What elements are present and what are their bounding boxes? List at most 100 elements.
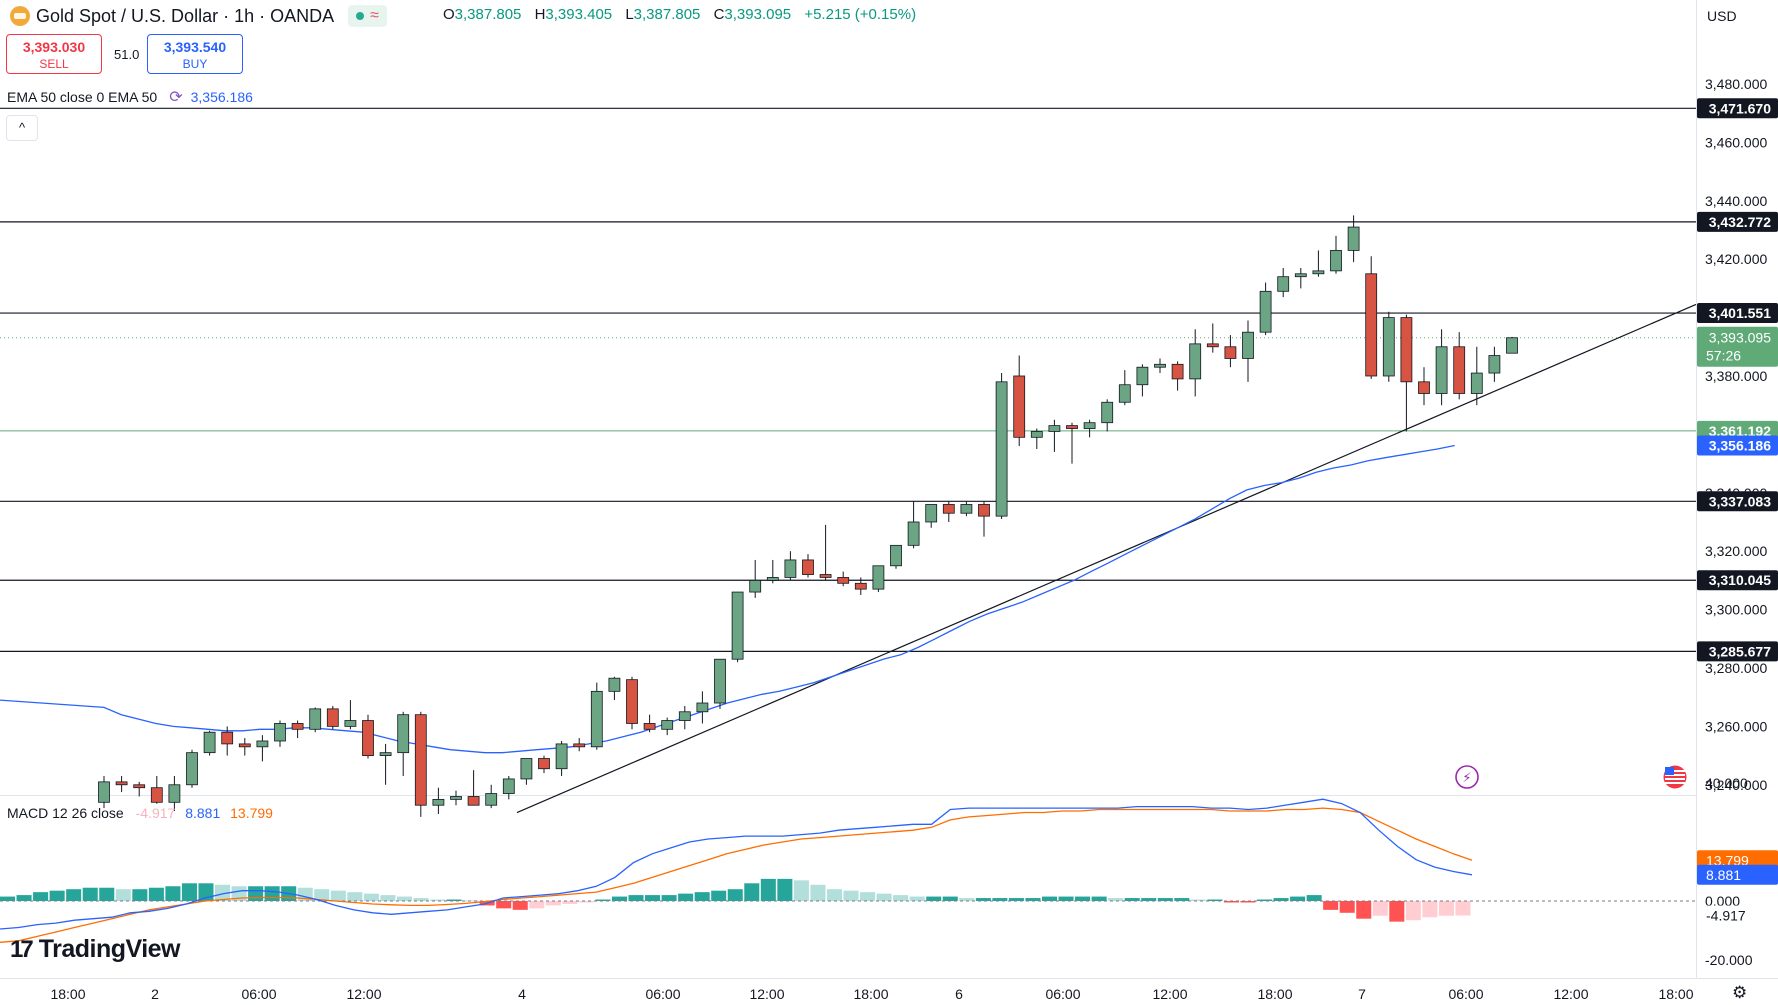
candle-body[interactable] [819,574,832,578]
candle-body[interactable] [1101,401,1114,424]
candle-body[interactable] [925,504,938,523]
candle-body[interactable] [502,778,515,794]
candle-body[interactable] [626,679,638,724]
candle-body[interactable] [1171,363,1184,380]
candle-body[interactable] [379,752,392,756]
candle-body[interactable] [749,579,762,593]
candle-body[interactable] [643,723,656,730]
candle-body[interactable] [1418,381,1430,394]
candle-body[interactable] [1453,346,1466,394]
candle-body[interactable] [1435,346,1448,394]
candle-body[interactable] [467,796,480,806]
sell-button[interactable]: 3,393.030 SELL [6,34,102,74]
candle-body[interactable] [608,677,621,692]
candle-body[interactable] [1506,337,1518,354]
candle-body[interactable] [573,743,586,748]
candle-body[interactable] [520,758,533,780]
macd-line[interactable] [0,798,1473,930]
candle-body[interactable] [1136,366,1149,386]
candle-body[interactable] [291,723,304,730]
candle-body[interactable] [1224,346,1237,359]
candle-body[interactable] [274,723,286,742]
candle-body[interactable] [186,752,198,786]
candle-body[interactable] [1347,226,1360,251]
candle-body[interactable] [890,544,902,567]
candle-body[interactable] [590,690,603,748]
candle-body[interactable] [678,711,691,721]
candle-body[interactable] [344,720,357,727]
candle-body[interactable] [450,796,462,800]
lightning-icon[interactable] [1455,765,1479,789]
symbol-name[interactable]: Gold Spot / U.S. Dollar [36,5,219,26]
candle-body[interactable] [854,582,867,590]
ema-line[interactable] [0,444,1455,754]
candle-body[interactable] [414,714,427,806]
candle-body[interactable] [115,781,128,786]
candle-body[interactable] [1330,250,1342,272]
candle-body[interactable] [1488,355,1501,374]
candle-body[interactable] [1154,363,1166,368]
ema-legend[interactable]: EMA 50 close 0 EMA 50 ⟳ 3,356.186 [7,87,253,107]
candle-body[interactable] [766,577,779,581]
candle-body[interactable] [731,591,744,660]
candle-body[interactable] [1470,372,1483,394]
candle-body[interactable] [1400,317,1413,383]
candle-body[interactable] [960,504,973,514]
candle-body[interactable] [1118,384,1131,403]
candle-body[interactable] [238,743,251,748]
candle-body[interactable] [1312,270,1325,275]
interval[interactable]: 1h [234,5,255,26]
tradingview-logo[interactable]: 17 TradingView [10,935,181,964]
macd-signal-line[interactable] [0,807,1473,943]
market-status-badge[interactable]: ≈ [348,5,387,27]
candle-body[interactable] [1242,331,1254,359]
candle-body[interactable] [133,784,146,789]
candle-body[interactable] [907,521,920,546]
candle-body[interactable] [1294,273,1307,278]
candle-body[interactable] [538,758,550,770]
candle-body[interactable] [256,740,269,748]
trendline[interactable] [516,303,1697,814]
candle-body[interactable] [696,702,709,713]
collapse-legend-button[interactable]: ^ [6,115,38,141]
candle-body[interactable] [485,793,498,806]
candle-body[interactable] [1382,317,1395,377]
candle-body[interactable] [1066,425,1078,429]
candle-body[interactable] [1206,343,1219,348]
macd-legend[interactable]: MACD 12 26 close -4.917 8.881 13.799 [7,805,273,821]
candle-body[interactable] [1189,343,1202,380]
candle-body[interactable] [978,504,990,517]
candle-body[interactable] [432,798,445,806]
candle-body[interactable] [362,720,374,756]
candle-body[interactable] [661,720,674,730]
buy-button[interactable]: 3,393.540 BUY [147,34,243,74]
settings-gear-icon[interactable]: ⚙ [1732,983,1748,1002]
candle-body[interactable] [837,577,850,584]
candle-body[interactable] [1030,431,1043,438]
candle-body[interactable] [802,559,814,575]
candle-body[interactable] [1013,375,1026,438]
candle-body[interactable] [1083,422,1096,429]
candle-body[interactable] [995,381,1008,517]
candle-body[interactable] [309,708,322,730]
candle-body[interactable] [1048,425,1061,432]
candle-body[interactable] [221,731,234,745]
candle-body[interactable] [872,565,885,590]
candle-body[interactable] [1277,276,1290,292]
candle-body[interactable] [942,504,955,514]
macd-hist-bar [1091,896,1107,901]
candle-body[interactable] [326,708,339,727]
candle-body[interactable] [98,781,110,803]
candle-body[interactable] [784,559,797,578]
candle-body[interactable] [203,731,216,754]
candle-body[interactable] [1259,290,1272,333]
candle-body[interactable] [150,787,163,803]
sync-icon[interactable]: ⟳ [169,89,183,106]
currency-selector[interactable]: USD [1707,8,1737,24]
candle-body[interactable] [714,658,726,704]
candle-body[interactable] [1365,273,1378,377]
candle-body[interactable] [397,714,410,754]
candle-body[interactable] [555,743,568,770]
candle-body[interactable] [168,784,181,803]
